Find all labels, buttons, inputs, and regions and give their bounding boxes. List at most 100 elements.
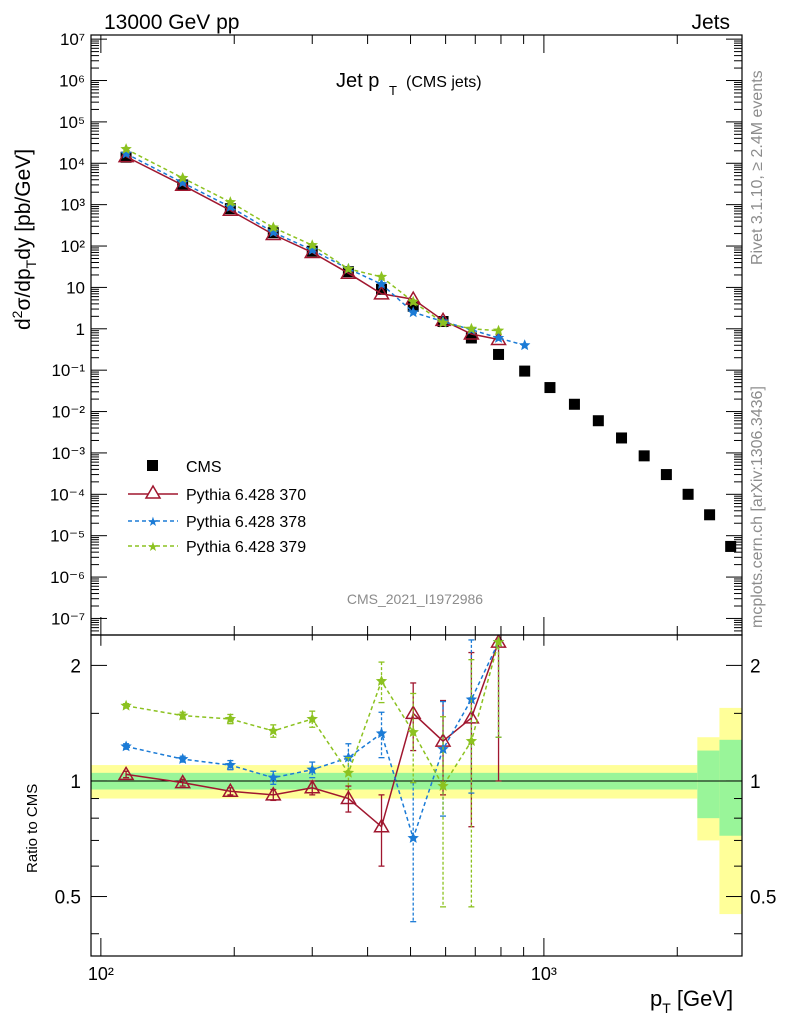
upper-y-tick-label: 10 <box>66 278 85 297</box>
lower-y-axis-title: Ratio to CMS <box>24 784 41 873</box>
ratio-point-star <box>437 780 449 791</box>
ratio-point-star <box>306 763 318 775</box>
x-axis-title: pT [GeV] <box>650 986 733 1016</box>
upper-y-tick-label: 1 <box>76 320 85 339</box>
upper-y-tick-label: 10⁵ <box>59 113 85 132</box>
ratio-point-star <box>407 726 419 737</box>
lower-frame <box>90 634 743 957</box>
ratio-point-triangle <box>303 779 321 794</box>
ratio-point-star <box>465 693 478 705</box>
upper-point-cms <box>519 365 531 377</box>
x-axis-ticks: 10² 10³ <box>88 35 678 984</box>
ratio-series-pythia-6.428-379 <box>120 635 505 908</box>
header-left-label: 13000 GeV pp <box>104 11 239 34</box>
upper-y-tick-label: 10³ <box>60 196 85 215</box>
header-right-label: Jets <box>691 11 730 34</box>
legend-378-label: Pythia 6.428 378 <box>186 514 306 531</box>
legend-370-label: Pythia 6.428 370 <box>186 487 306 504</box>
upper-point-triangle <box>463 325 480 340</box>
title-main: Jet p <box>336 70 379 92</box>
title-paren: (CMS jets) <box>406 74 482 91</box>
upper-y-tick-label: 10⁻⁷ <box>51 609 85 628</box>
upper-point-triangle <box>373 285 390 300</box>
upper-y-tick-label: 10⁻² <box>51 403 85 422</box>
upper-point-star <box>465 322 478 334</box>
upper-point-cms <box>704 509 716 521</box>
upper-series-pythia-6.428-379 <box>120 143 505 336</box>
upper-y-tick-label: 10⁶ <box>59 72 85 91</box>
legend: CMS Pythia 6.428 370 ★ Pythia 6.428 378 … <box>128 459 306 556</box>
upper-point-star <box>407 295 419 307</box>
legend-379-marker: ★ <box>147 539 159 554</box>
upper-y-tick-label: 10⁻¹ <box>51 361 85 380</box>
legend-379-label: Pythia 6.428 379 <box>186 539 306 556</box>
band-inner-segment <box>719 739 742 836</box>
upper-point-cms <box>376 283 388 295</box>
upper-point-cms <box>493 348 505 360</box>
upper-point-star <box>267 221 279 233</box>
upper-point-cms <box>725 540 737 552</box>
ratio-point-triangle <box>117 765 135 781</box>
lower-y-tick-label: 0.5 <box>55 888 81 909</box>
plot-title: Jet p T (CMS jets) <box>336 70 482 98</box>
upper-y-tick-label: 10⁻³ <box>51 444 85 463</box>
upper-point-cms <box>465 332 477 344</box>
ratio-point-triangle <box>264 786 282 801</box>
rivet-label: Rivet 3.1.10, ≥ 2.4M events <box>749 70 766 265</box>
upper-y-tick-label: 10⁴ <box>59 154 85 173</box>
lower-axis-ticks: 0.5 0.5 1 1 2 2 <box>55 656 776 935</box>
upper-point-star <box>306 239 318 250</box>
upper-point-cms <box>616 432 628 444</box>
upper-point-star <box>177 176 189 188</box>
upper-point-star <box>342 262 355 274</box>
ratio-point-star <box>306 713 318 724</box>
upper-point-cms <box>682 488 694 500</box>
upper-point-star <box>375 278 388 289</box>
ratio-point-triangle <box>373 818 390 833</box>
ratio-point-star <box>342 766 355 778</box>
upper-point-cms <box>660 469 672 481</box>
upper-y-tick-label: 10⁻⁶ <box>50 568 85 587</box>
lower-data-layer <box>117 635 507 923</box>
ratio-point-star <box>465 735 478 746</box>
ratio-series-line <box>125 641 500 841</box>
upper-point-star <box>120 143 132 154</box>
legend-370-marker <box>144 484 162 499</box>
ratio-point-star <box>177 709 189 721</box>
ratio-point-triangle <box>222 782 239 798</box>
upper-point-triangle <box>174 176 191 191</box>
ratio-point-triangle <box>174 774 191 789</box>
upper-point-cms <box>544 382 556 394</box>
ratio-point-triangle <box>340 790 357 805</box>
ratio-point-star <box>407 832 419 843</box>
upper-y-tick-label: 10⁻⁵ <box>50 527 85 546</box>
upper-point-star <box>492 332 505 343</box>
legend-cms-marker <box>147 460 158 471</box>
upper-point-star <box>177 172 189 183</box>
ratio-point-star <box>224 713 237 724</box>
legend-378-marker: ★ <box>147 514 159 529</box>
ratio-point-star <box>375 675 388 686</box>
upper-point-star <box>120 147 132 159</box>
lower-y-tick-label: 2 <box>70 656 81 677</box>
upper-point-star <box>267 226 279 238</box>
legend-cms-label: CMS <box>186 459 222 476</box>
upper-y-tick-label: 10⁷ <box>60 30 85 49</box>
upper-point-star <box>407 306 419 318</box>
ratio-point-star <box>267 771 279 783</box>
lower-y-tick-label-right: 0.5 <box>750 888 776 909</box>
lower-y-tick-label: 1 <box>70 772 81 793</box>
upper-point-cms <box>407 300 419 312</box>
upper-point-star <box>519 339 531 351</box>
band-inner-segment <box>697 750 720 819</box>
upper-y-tick-label: 10⁻⁴ <box>50 485 85 504</box>
upper-point-star <box>224 201 237 212</box>
upper-point-cms <box>568 398 580 410</box>
ratio-point-star <box>120 740 132 752</box>
lower-y-tick-label-right: 1 <box>750 772 761 793</box>
mcplots-label: mcplots.cern.ch [arXiv:1306.3436] <box>749 386 766 628</box>
upper-y-axis-title: d2σ/dpTdy [pb/GeV] <box>9 149 39 330</box>
lower-y-tick-label-right: 2 <box>750 656 761 677</box>
upper-point-triangle <box>340 264 357 279</box>
